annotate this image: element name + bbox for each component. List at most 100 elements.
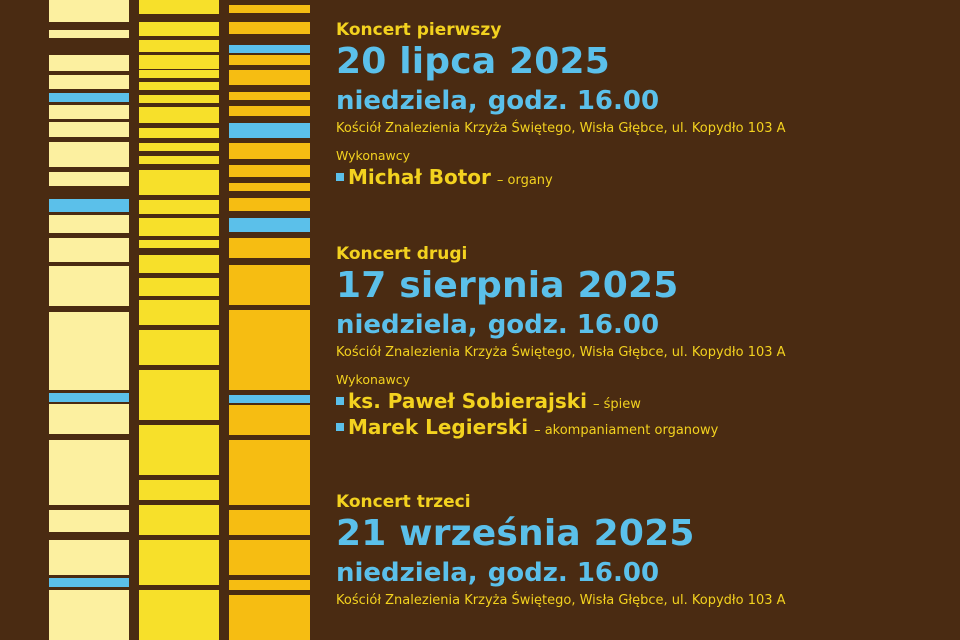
decor-bar — [139, 278, 219, 296]
performer-name: Michał Botor — [348, 165, 491, 189]
performer-role: – organy — [496, 173, 553, 188]
decor-bar — [49, 0, 129, 22]
decor-bar — [229, 70, 310, 85]
decor-bar — [139, 0, 219, 14]
decor-bar — [49, 30, 129, 38]
decor-bar — [229, 22, 310, 34]
decor-bar — [49, 393, 129, 402]
decor-bar — [139, 200, 219, 214]
decorative-organ-bars — [49, 0, 310, 640]
bullet-square-icon — [336, 423, 344, 431]
decor-bar — [139, 505, 219, 535]
decor-bar — [139, 107, 219, 123]
concert-heading: Koncert trzeci — [336, 492, 471, 512]
decor-bar — [139, 370, 219, 420]
decor-bar — [229, 5, 310, 13]
decor-bar — [139, 255, 219, 273]
concert-time: niedziela, godz. 16.00 — [336, 86, 956, 116]
decor-bar — [49, 55, 129, 71]
decor-bar — [139, 590, 219, 640]
decor-bar — [229, 218, 310, 232]
decor-bar — [229, 45, 310, 53]
performer-item: Marek Legierski – akompaniament organowy — [336, 414, 956, 440]
concert-hour: godz. 16.00 — [487, 310, 660, 340]
concert-hour: godz. 16.00 — [487, 86, 660, 116]
performers-label: Wykonawcy — [336, 148, 411, 163]
decor-bar — [139, 330, 219, 365]
decor-bar — [229, 106, 310, 116]
decor-bar — [139, 480, 219, 500]
concert-hour: godz. 16.00 — [487, 558, 660, 588]
decor-bar — [139, 218, 219, 236]
decor-bar — [139, 95, 219, 103]
decor-bar — [229, 143, 310, 159]
concert-day: niedziela, — [336, 86, 478, 116]
decor-bar — [49, 199, 129, 212]
decor-bar — [49, 142, 129, 167]
bullet-square-icon — [336, 397, 344, 405]
performer-role: – śpiew — [592, 397, 641, 412]
decor-bar — [49, 238, 129, 262]
decor-bar — [229, 183, 310, 191]
decor-bar — [229, 440, 310, 505]
decor-bar — [49, 578, 129, 587]
decor-bar — [49, 312, 129, 390]
decor-bar — [139, 425, 219, 475]
decor-bar — [139, 40, 219, 52]
concert-list: Koncert pierwszy 20 lipca 2025 niedziela… — [336, 0, 956, 640]
concert-2: Koncert drugi 17 sierpnia 2025 niedziela… — [336, 244, 956, 440]
decor-bar — [229, 405, 310, 435]
decor-bar — [49, 590, 129, 640]
bullet-square-icon — [336, 173, 344, 181]
decor-bar — [49, 540, 129, 575]
concert-venue: Kościół Znalezienia Krzyża Świętego, Wis… — [336, 593, 786, 608]
decor-bar — [229, 595, 310, 640]
decor-bar — [139, 22, 219, 36]
decor-bar — [139, 300, 219, 325]
performer-item: ks. Paweł Sobierajski – śpiew — [336, 388, 956, 414]
concert-date: 17 sierpnia 2025 — [336, 265, 679, 306]
performers-label: Wykonawcy — [336, 372, 411, 387]
decor-bar — [139, 170, 219, 195]
decor-bar — [49, 122, 129, 137]
decor-bar — [139, 55, 219, 69]
concert-1: Koncert pierwszy 20 lipca 2025 niedziela… — [336, 20, 956, 190]
concert-date: 20 lipca 2025 — [336, 41, 611, 82]
decor-bar — [49, 266, 129, 306]
decor-bar — [49, 404, 129, 434]
decor-bar — [229, 198, 310, 211]
decor-bar — [229, 540, 310, 575]
decor-bar — [229, 395, 310, 403]
decor-bar — [229, 92, 310, 100]
decor-bar — [49, 172, 129, 186]
performer-role: – akompaniament organowy — [534, 423, 719, 438]
concert-day: niedziela, — [336, 558, 478, 588]
decor-bar — [229, 238, 310, 258]
decor-bar — [139, 70, 219, 78]
concert-time: niedziela, godz. 16.00 — [336, 310, 956, 340]
concert-venue: Kościół Znalezienia Krzyża Świętego, Wis… — [336, 345, 786, 360]
decor-bar — [139, 540, 219, 585]
decor-bar — [49, 93, 129, 102]
decor-bar — [229, 580, 310, 590]
decor-bar — [49, 510, 129, 532]
decor-bar — [139, 128, 219, 138]
decor-bar — [139, 143, 219, 151]
concert-time: niedziela, godz. 16.00 — [336, 558, 956, 588]
concert-venue: Kościół Znalezienia Krzyża Świętego, Wis… — [336, 121, 786, 136]
decor-bar — [229, 510, 310, 535]
decor-bar — [229, 165, 310, 177]
decor-bar — [49, 215, 129, 233]
decor-bar — [229, 55, 310, 65]
performer-name: Marek Legierski — [348, 415, 529, 439]
decor-bar — [229, 310, 310, 390]
concert-heading: Koncert pierwszy — [336, 20, 502, 40]
concert-day: niedziela, — [336, 310, 478, 340]
decor-bar — [139, 156, 219, 164]
decor-bar — [139, 240, 219, 248]
decor-bar — [139, 82, 219, 90]
decor-bar — [229, 123, 310, 138]
concert-date: 21 września 2025 — [336, 513, 695, 554]
concert-3: Koncert trzeci 21 września 2025 niedziel… — [336, 492, 956, 610]
decor-bar — [229, 265, 310, 305]
